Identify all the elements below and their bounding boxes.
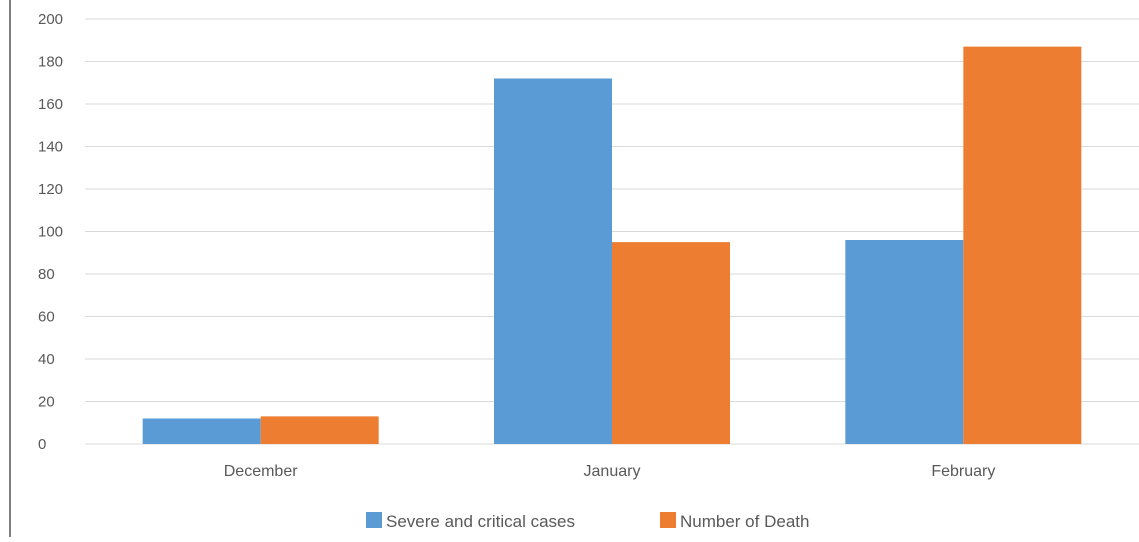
x-axis-category-labels: December January February [224,463,996,480]
x-category-label: February [931,463,995,480]
legend-label: Number of Death [680,512,809,531]
y-tick-label: 160 [38,96,63,113]
y-tick-label: 100 [38,224,63,241]
bar-december-series-1 [142,418,261,444]
legend: Severe and critical cases Number of Death [366,512,809,531]
y-tick-label: 140 [38,139,63,156]
bar-february-series-1 [845,240,964,444]
legend-swatch [660,512,676,528]
bars [142,46,1082,444]
y-axis-tick-labels: 0 20 40 60 80 100 120 140 160 180 200 [38,11,63,453]
y-tick-label: 120 [38,181,63,198]
x-category-label: December [224,463,298,480]
y-tick-label: 200 [38,11,63,28]
bar-december-series-2 [260,416,379,444]
y-tick-label: 80 [38,266,55,283]
x-category-label: January [584,463,641,480]
y-tick-label: 20 [38,394,55,411]
y-tick-label: 180 [38,54,63,71]
bar-january-series-1 [494,78,612,444]
bar-february-series-2 [963,46,1082,444]
legend-swatch [366,512,382,528]
legend-label: Severe and critical cases [386,512,575,531]
y-tick-label: 40 [38,351,55,368]
bar-january-series-2 [612,242,730,444]
y-tick-label: 0 [38,436,46,453]
y-tick-label: 60 [38,309,55,326]
